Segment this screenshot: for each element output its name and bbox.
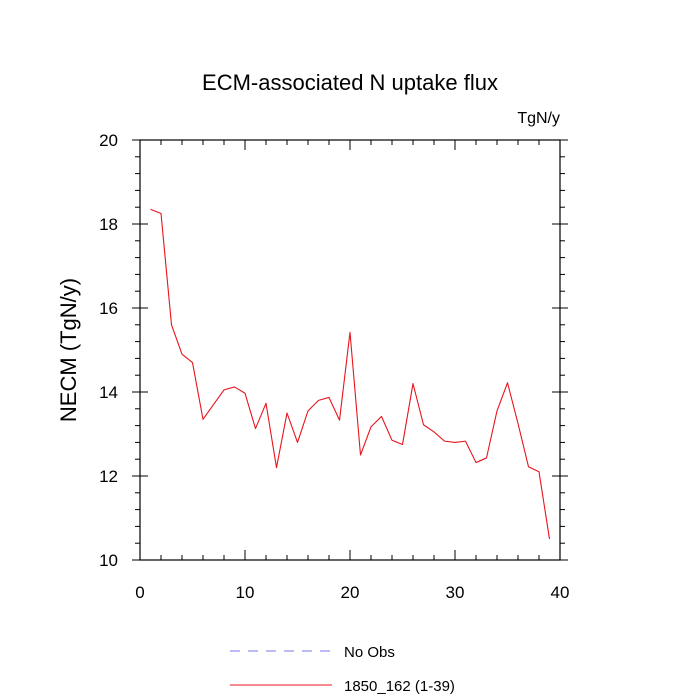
- legend: No Obs 1850_162 (1-39): [230, 644, 455, 695]
- legend-label-1: 1850_162 (1-39): [344, 678, 455, 695]
- units-label: TgN/y: [517, 110, 560, 127]
- chart-title: ECM-associated N uptake flux: [202, 70, 498, 95]
- y-tick-label: 20: [99, 131, 118, 150]
- axis-ticks: [132, 139, 568, 561]
- x-tick-label: 30: [446, 583, 465, 602]
- x-tick-label: 40: [551, 583, 570, 602]
- y-tick-label: 14: [99, 383, 118, 402]
- plot-frame: [139, 139, 561, 561]
- x-tick-label: 20: [341, 583, 360, 602]
- x-tick-label: 0: [135, 583, 144, 602]
- y-tick-label: 12: [99, 467, 118, 486]
- legend-label-0: No Obs: [344, 644, 395, 661]
- y-axis-label: NECM (TgN/y): [56, 278, 81, 422]
- y-tick-label: 10: [99, 551, 118, 570]
- x-tick-label: 10: [236, 583, 255, 602]
- series-line-1: [150, 208, 551, 540]
- axis-tick-labels: 0 10 20 30 40 10 12 14 16 18 20: [99, 131, 569, 602]
- series-layer: [150, 208, 551, 540]
- y-tick-label: 18: [99, 215, 118, 234]
- y-tick-label: 16: [99, 299, 118, 318]
